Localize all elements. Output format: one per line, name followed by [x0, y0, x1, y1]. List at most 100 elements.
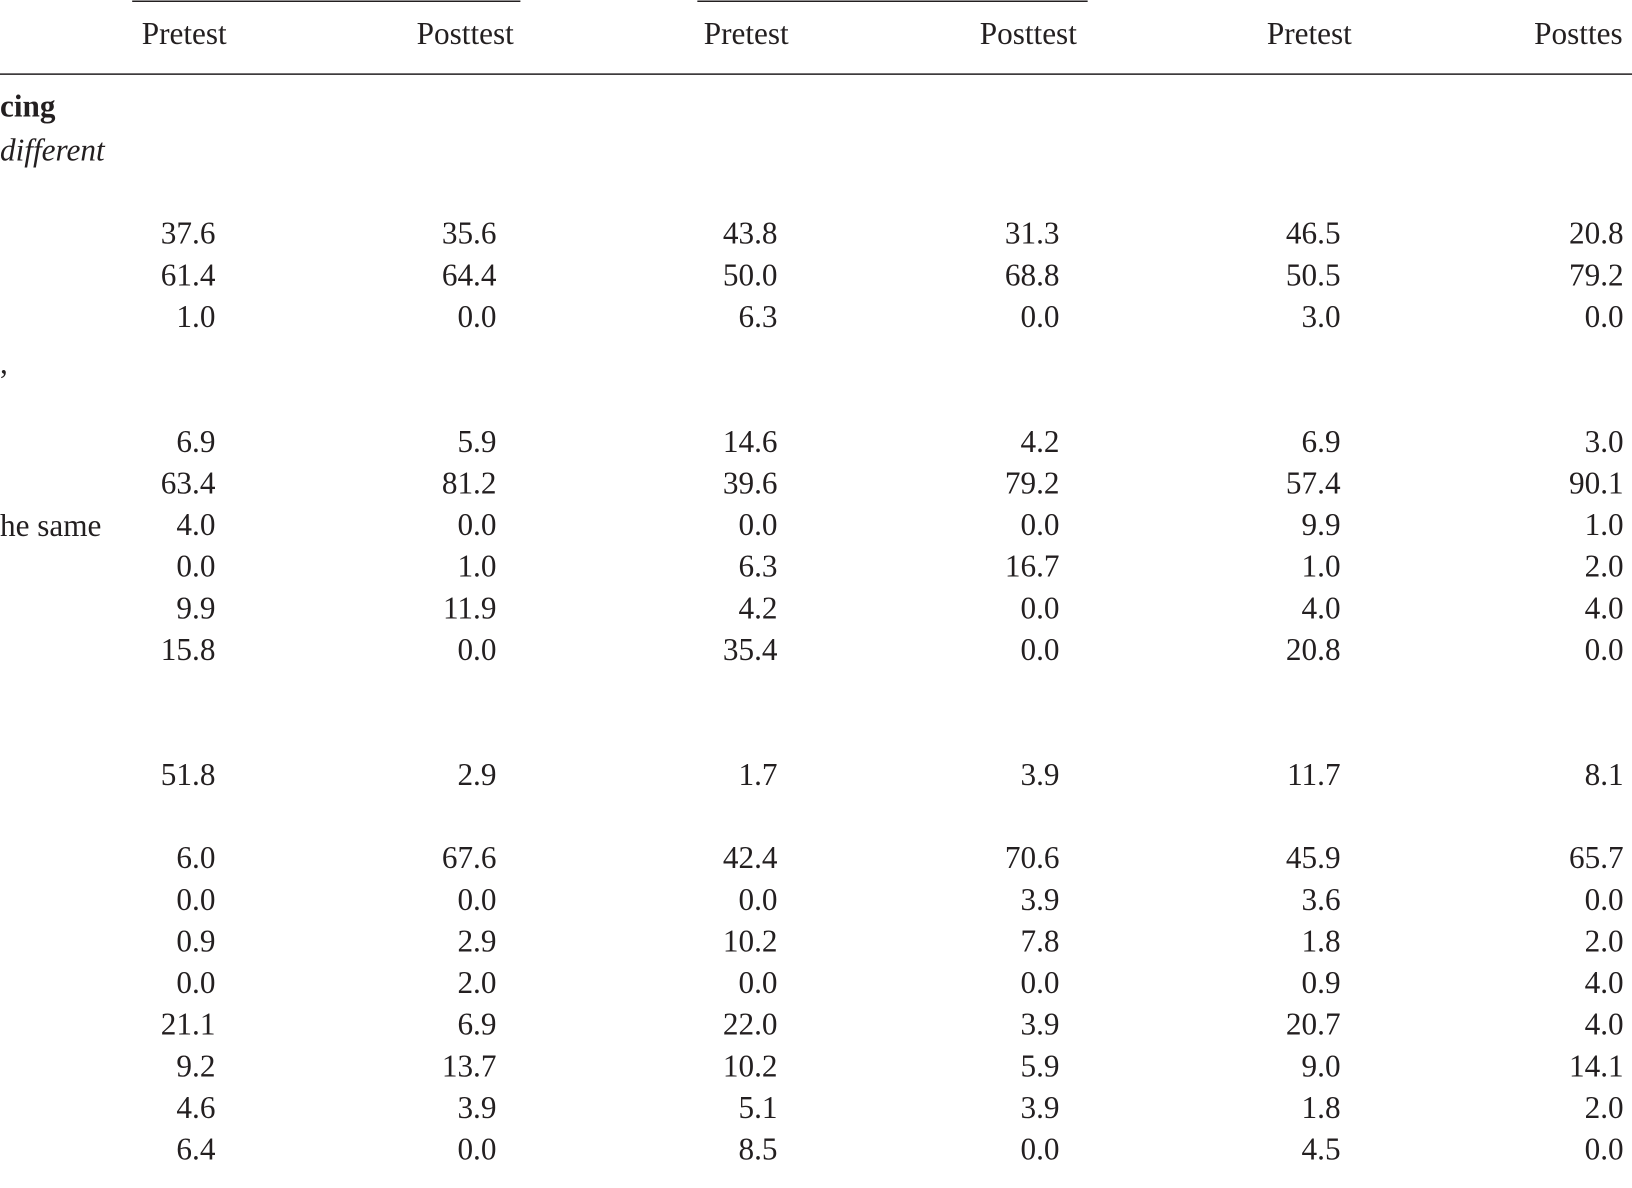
- cell: 1.0: [457, 549, 496, 584]
- cell: 9.2: [176, 1048, 215, 1083]
- cell: 0.0: [1021, 299, 1060, 334]
- cell: 10.2: [723, 1048, 778, 1083]
- cell: 68.8: [1005, 257, 1060, 292]
- cell: 79.2: [1569, 257, 1624, 292]
- cell: 4.2: [738, 590, 777, 625]
- cell: 31.3: [1005, 216, 1060, 251]
- cell: 0.9: [176, 923, 215, 958]
- row-label: he same: [0, 508, 101, 543]
- cell: 2.0: [1585, 1090, 1624, 1125]
- cell: 3.0: [1302, 299, 1341, 334]
- cell: 0.0: [1585, 882, 1624, 917]
- cell: 0.0: [176, 965, 215, 1000]
- cell: 1.0: [1585, 507, 1624, 542]
- cell: 4.0: [1302, 590, 1341, 625]
- column-header: Pretest: [704, 16, 789, 51]
- cell: 2.0: [1585, 923, 1624, 958]
- cell: 0.0: [457, 882, 496, 917]
- cell: 4.6: [176, 1090, 215, 1125]
- cell: 37.6: [161, 216, 216, 251]
- cell: 15.8: [161, 632, 216, 667]
- cell: 6.9: [457, 1007, 496, 1042]
- row-label: ,: [0, 346, 8, 381]
- cell: 6.4: [176, 1132, 215, 1167]
- cell: 5.1: [738, 1090, 777, 1125]
- cell: 2.9: [457, 757, 496, 792]
- cell: 8.1: [1585, 757, 1624, 792]
- cell: 2.9: [457, 923, 496, 958]
- cell: 43.8: [723, 216, 778, 251]
- cell: 45.9: [1286, 840, 1341, 875]
- cell: 0.0: [176, 549, 215, 584]
- cell: 11.9: [443, 590, 496, 625]
- cell: 0.0: [457, 507, 496, 542]
- row-label: different: [0, 132, 106, 167]
- cell: 5.9: [1021, 1048, 1060, 1083]
- cell: 0.0: [457, 299, 496, 334]
- cell: 1.0: [176, 299, 215, 334]
- cell: 50.0: [723, 257, 778, 292]
- cell: 5.9: [457, 424, 496, 459]
- cell: 9.9: [1302, 507, 1341, 542]
- cell: 67.6: [442, 840, 497, 875]
- cell: 61.4: [161, 257, 216, 292]
- cell: 4.0: [176, 507, 215, 542]
- cell: 20.7: [1286, 1007, 1341, 1042]
- column-header: Pretest: [142, 16, 227, 51]
- cell: 35.6: [442, 216, 497, 251]
- cell: 0.0: [1585, 1132, 1624, 1167]
- cell: 6.9: [176, 424, 215, 459]
- cell: 8.5: [738, 1132, 777, 1167]
- cell: 0.0: [1585, 299, 1624, 334]
- cell: 7.8: [1021, 923, 1060, 958]
- cell: 39.6: [723, 465, 778, 500]
- cell: 14.1: [1569, 1048, 1624, 1083]
- cell: 1.8: [1302, 1090, 1341, 1125]
- cell: 21.1: [161, 1007, 216, 1042]
- cell: 3.9: [457, 1090, 496, 1125]
- cell: 65.7: [1569, 840, 1624, 875]
- column-header: Posttest: [417, 16, 514, 51]
- cell: 3.0: [1585, 424, 1624, 459]
- cell: 2.0: [1585, 549, 1624, 584]
- cell: 51.8: [161, 757, 216, 792]
- cell: 0.0: [1021, 507, 1060, 542]
- cell: 57.4: [1286, 465, 1341, 500]
- cell: 2.0: [457, 965, 496, 1000]
- cell: 9.9: [176, 590, 215, 625]
- cell: 0.0: [1021, 1132, 1060, 1167]
- column-header: Pretest: [1267, 16, 1352, 51]
- cell: 0.0: [738, 882, 777, 917]
- cell: 6.3: [738, 549, 777, 584]
- cell: 63.4: [161, 465, 216, 500]
- cell: 10.2: [723, 923, 778, 958]
- cell: 90.1: [1569, 465, 1624, 500]
- cell: 22.0: [723, 1007, 778, 1042]
- cell: 64.4: [442, 257, 497, 292]
- cell: 35.4: [723, 632, 778, 667]
- cell: 3.9: [1021, 757, 1060, 792]
- cell: 6.9: [1302, 424, 1341, 459]
- cell: 81.2: [442, 465, 497, 500]
- cell: 50.5: [1286, 257, 1341, 292]
- cell: 0.9: [1302, 965, 1341, 1000]
- cell: 0.0: [1021, 632, 1060, 667]
- cell: 1.0: [1302, 549, 1341, 584]
- cell: 0.0: [738, 507, 777, 542]
- cell: 4.0: [1585, 1007, 1624, 1042]
- cell: 79.2: [1005, 465, 1060, 500]
- cell: 6.0: [176, 840, 215, 875]
- cell: 0.0: [1021, 590, 1060, 625]
- cell: 6.3: [738, 299, 777, 334]
- cell: 0.0: [457, 632, 496, 667]
- cell: 0.0: [176, 882, 215, 917]
- cell: 3.6: [1302, 882, 1341, 917]
- cell: 3.9: [1021, 882, 1060, 917]
- cell: 4.2: [1021, 424, 1060, 459]
- cell: 14.6: [723, 424, 778, 459]
- cell: 1.7: [738, 757, 777, 792]
- cell: 16.7: [1005, 549, 1060, 584]
- cell: 70.6: [1005, 840, 1060, 875]
